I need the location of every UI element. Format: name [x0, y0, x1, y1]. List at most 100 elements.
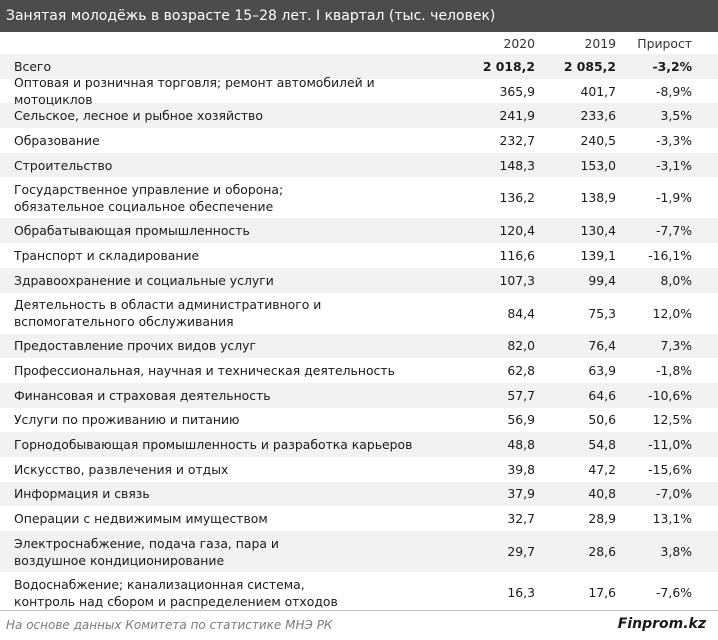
table-row: Профессиональная, научная и техническая … [0, 358, 718, 383]
value-growth: -15,6% [648, 461, 692, 477]
value-growth: -3,3% [656, 132, 692, 148]
value-2019: 40,8 [588, 486, 616, 502]
value-growth: -3,1% [656, 157, 692, 173]
value-growth: 13,1% [652, 511, 692, 527]
row-label: Строительство [14, 157, 113, 173]
table-row: Всего 2 018,2 2 085,2 -3,2% [0, 54, 718, 79]
value-2019: 28,9 [588, 511, 616, 527]
value-2019: 17,6 [588, 585, 616, 600]
table-row: Образование 232,7 240,5 -3,3% [0, 128, 718, 153]
value-2019: 47,2 [588, 461, 616, 477]
value-2020: 82,0 [507, 338, 535, 354]
value-growth: -7,0% [656, 486, 692, 502]
value-2020: 116,6 [499, 247, 535, 263]
value-2019: 64,6 [588, 387, 616, 403]
table-row: Обрабатывающая промышленность 120,4 130,… [0, 218, 718, 244]
value-2020: 148,3 [499, 157, 535, 173]
table-row: Искусство, развлечения и отдых 39,8 47,2… [0, 457, 718, 482]
table-row: Сельское, лесное и рыбное хозяйство 241,… [0, 103, 718, 129]
value-2019: 139,1 [580, 247, 616, 263]
value-2019: 28,6 [588, 544, 616, 559]
table-header: 2020 2019 Прирост [0, 32, 718, 54]
row-label: Всего [14, 58, 52, 74]
brand-logo: Finprom.kz [617, 616, 706, 632]
table-row: Финансовая и страховая деятельность 57,7… [0, 382, 718, 408]
header-2020: 2020 [503, 35, 535, 51]
value-2019: 2 085,2 [563, 58, 616, 74]
value-2019: 75,3 [588, 305, 616, 321]
value-growth: -8,9% [656, 83, 692, 99]
value-growth: -1,8% [656, 363, 692, 379]
value-growth: 3,8% [660, 544, 692, 559]
value-2019: 233,6 [580, 108, 616, 124]
value-growth: -1,9% [656, 190, 692, 206]
value-2019: 138,9 [580, 190, 616, 206]
value-growth: 7,3% [660, 338, 692, 354]
value-2020: 136,2 [499, 190, 535, 206]
table-row: Транспорт и складирование 116,6 139,1 -1… [0, 243, 718, 268]
table-row: Операции с недвижимым имуществом 32,7 28… [0, 506, 718, 531]
value-2020: 16,3 [507, 585, 535, 600]
table-row: Оптовая и розничная торговля; ремонт авт… [0, 75, 718, 107]
value-2020: 29,7 [507, 544, 535, 559]
row-label: Горнодобывающая промышленность и разрабо… [14, 437, 413, 453]
value-2019: 130,4 [580, 223, 616, 239]
table-title: Занятая молодёжь в возрасте 15–28 лет. I… [0, 0, 718, 32]
table-row: Горнодобывающая промышленность и разрабо… [0, 432, 718, 457]
row-label: Деятельность в области административного… [14, 297, 322, 329]
value-2020: 107,3 [499, 272, 535, 288]
value-growth: -16,1% [648, 247, 692, 263]
value-2020: 62,8 [507, 363, 535, 379]
value-growth: 12,0% [652, 305, 692, 321]
row-label: Предоставление прочих видов услуг [14, 338, 256, 354]
header-growth: Прирост [637, 35, 692, 51]
value-2020: 241,9 [499, 108, 535, 124]
row-label: Сельское, лесное и рыбное хозяйство [14, 108, 263, 124]
value-2019: 54,8 [588, 437, 616, 453]
value-2020: 120,4 [499, 223, 535, 239]
value-2020: 32,7 [507, 511, 535, 527]
value-2020: 232,7 [499, 132, 535, 148]
value-growth: -7,7% [656, 223, 692, 239]
value-2020: 365,9 [499, 83, 535, 99]
table-row: Электроснабжение, подача газа, пара и во… [0, 531, 718, 572]
table-row: Государственное управление и оборона; об… [0, 177, 718, 218]
table-row: Водоснабжение; канализационная система, … [0, 572, 718, 613]
value-growth: -7,6% [656, 585, 692, 600]
row-label: Водоснабжение; канализационная система, … [14, 576, 338, 609]
value-2020: 84,4 [507, 305, 535, 321]
row-label: Электроснабжение, подача газа, пара и во… [14, 535, 279, 568]
value-growth: 12,5% [652, 412, 692, 428]
value-growth: 3,5% [660, 108, 692, 124]
row-label: Государственное управление и оборона; об… [14, 181, 284, 214]
footer: На основе данных Комитета по статистике … [0, 610, 718, 640]
value-2020: 2 018,2 [482, 58, 535, 74]
table-row: Деятельность в области административного… [0, 293, 718, 334]
value-2020: 48,8 [507, 437, 535, 453]
value-2020: 39,8 [507, 461, 535, 477]
value-growth: -10,6% [648, 387, 692, 403]
value-growth: -3,2% [652, 58, 692, 74]
table-row: Предоставление прочих видов услуг 82,0 7… [0, 333, 718, 359]
header-2019: 2019 [584, 35, 616, 51]
row-label: Оптовая и розничная торговля; ремонт авт… [14, 75, 375, 108]
value-2020: 37,9 [507, 486, 535, 502]
value-growth: 8,0% [660, 272, 692, 288]
row-label: Транспорт и складирование [14, 247, 200, 263]
value-growth: -11,0% [648, 437, 692, 453]
data-table: 2020 2019 Прирост Всего 2 018,2 2 085,2 … [0, 32, 718, 613]
table-row: Информация и связь 37,9 40,8 -7,0% [0, 481, 718, 507]
source-note: На основе данных Комитета по статистике … [6, 618, 333, 632]
value-2019: 240,5 [580, 132, 616, 148]
row-label: Информация и связь [14, 486, 150, 502]
row-label: Услуги по проживанию и питанию [14, 412, 240, 428]
value-2019: 401,7 [580, 83, 616, 99]
row-label: Финансовая и страховая деятельность [14, 387, 271, 403]
value-2020: 57,7 [507, 387, 535, 403]
value-2019: 99,4 [588, 272, 616, 288]
value-2019: 63,9 [588, 363, 616, 379]
row-label: Операции с недвижимым имуществом [14, 511, 268, 527]
table-row: Здравоохранение и социальные услуги 107,… [0, 267, 718, 293]
table-row: Услуги по проживанию и питанию 56,9 50,6… [0, 408, 718, 433]
row-label: Обрабатывающая промышленность [14, 223, 250, 239]
